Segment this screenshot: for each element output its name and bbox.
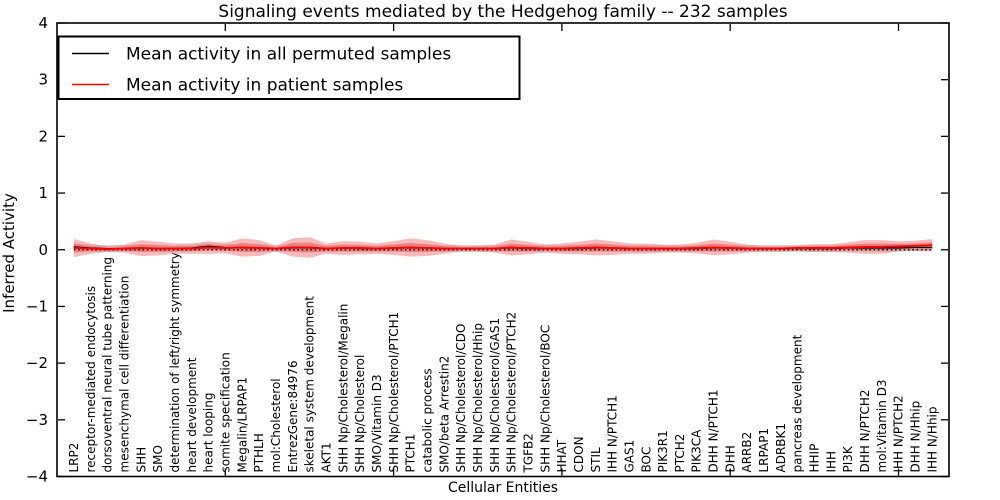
legend: Mean activity in all permuted samples Me… — [57, 35, 521, 100]
x-tick-label: SHH Np/Cholesterol — [353, 355, 367, 473]
x-tick-label: heart looping — [202, 393, 216, 473]
x-tick-label: SHH Np/Cholesterol/PTCH1 — [387, 312, 401, 473]
x-tick-label: mol:Vitamin D3 — [875, 379, 889, 472]
y-tick-labels: −4 −3 −2 −1 0 1 2 3 4 — [26, 14, 48, 486]
x-tick-label: DHH N/PTCH2 — [858, 389, 872, 472]
x-tick-label: receptor-mediated endocytosis — [84, 286, 98, 473]
x-tick-label: SHH — [134, 447, 148, 473]
mean-lines — [73, 244, 933, 251]
x-tick-label: SMO — [151, 445, 165, 472]
x-tick-label: dorsoventral neural tube patterning — [101, 257, 115, 473]
x-tick-label: DHH N/PTCH1 — [707, 389, 721, 472]
x-tick-label: catabolic process — [421, 368, 435, 472]
axes-frame — [56, 22, 950, 478]
y-tick-label: −3 — [26, 411, 48, 429]
x-tick-label: LRPAP1 — [757, 428, 771, 473]
legend-label-patient: Mean activity in patient samples — [126, 76, 403, 96]
x-tick-label: mesenchymal cell differentiation — [118, 276, 132, 473]
x-tick-label: pancreas development — [791, 334, 805, 472]
x-tick-label: LRP2 — [67, 443, 81, 473]
x-tick-label: DHH N/Hhip — [909, 401, 923, 473]
x-tick-label: PIK3R1 — [656, 430, 670, 472]
x-tick-label: DHH — [723, 445, 737, 472]
x-tick-label: determination of left/right symmetry — [168, 252, 182, 472]
x-tick-label: TGFB2 — [521, 433, 535, 473]
x-tick-label: AKT1 — [320, 442, 334, 472]
x-tick-label: HHAT — [555, 439, 569, 472]
x-tick-label: SHH Np/Cholesterol/BOC — [538, 325, 552, 473]
x-tick-label: SMO/Vitamin D3 — [370, 374, 384, 472]
x-tick-label: SHH Np/Cholesterol/GAS1 — [488, 318, 502, 473]
y-tick-label: 4 — [38, 14, 48, 32]
x-tick-label: IHH N/PTCH1 — [606, 395, 620, 472]
y-tick-label: 3 — [38, 71, 48, 89]
x-tick-label: PTHLH — [252, 433, 266, 472]
x-tick-label: skeletal system development — [303, 296, 317, 473]
x-tick-label: PIK3CA — [690, 429, 704, 473]
x-tick-label: IHH N/PTCH2 — [892, 395, 906, 472]
y-axis-label: Inferred Activity — [0, 193, 18, 313]
x-tick-label: SHH Np/Cholesterol/Megalin — [336, 304, 350, 473]
x-tick-label: SHH Np/Cholesterol/PTCH2 — [505, 312, 519, 473]
y-tick-label: 2 — [38, 127, 48, 145]
x-tick-label: EntrezGene:84976 — [286, 360, 300, 472]
x-tick-label: IHH N/Hhip — [925, 407, 939, 473]
mean-patient-line — [73, 244, 933, 251]
x-axis-label: Cellular Entities — [448, 480, 558, 496]
legend-box — [57, 35, 521, 100]
x-tick-label: PTCH2 — [673, 434, 687, 473]
axis-ticks — [58, 22, 948, 478]
x-tick-label: HHIP — [808, 444, 822, 473]
x-tick-label: Megalin/LRPAP1 — [235, 377, 249, 473]
x-tick-label: IHH — [824, 451, 838, 473]
x-tick-label: GAS1 — [622, 440, 636, 473]
y-tick-label: −2 — [26, 354, 48, 372]
x-tick-label: PI3K — [841, 445, 855, 472]
x-tick-label: mol:Cholesterol — [269, 378, 283, 472]
x-tick-label: CDON — [572, 436, 586, 472]
x-tick-label: heart development — [185, 357, 199, 472]
x-tick-label: BOC — [639, 447, 653, 473]
x-tick-label: SMO/beta Arrestin2 — [437, 356, 451, 473]
x-tick-label: ARRB2 — [740, 432, 754, 473]
axes-spines — [56, 22, 950, 478]
x-tick-label: ADRBK1 — [774, 423, 788, 473]
x-tick-label: PTCH1 — [404, 434, 418, 473]
x-tick-label: somite specification — [219, 352, 233, 472]
y-tick-label: 0 — [38, 241, 48, 259]
chart-title: Signaling events mediated by the Hedgeho… — [218, 2, 787, 22]
y-tick-label: 1 — [38, 184, 48, 202]
x-tick-label: SHH Np/Cholesterol/Hhip — [471, 323, 485, 472]
legend-label-permuted: Mean activity in all permuted samples — [126, 45, 451, 65]
x-tick-label: STIL — [589, 447, 603, 472]
x-tick-label: SHH Np/Cholesterol/CDO — [454, 324, 468, 473]
x-axis-category-labels: LRP2 receptor-mediated endocytosis dorsove… — [67, 252, 939, 473]
y-tick-label: −4 — [26, 468, 48, 486]
y-tick-label: −1 — [26, 297, 48, 315]
